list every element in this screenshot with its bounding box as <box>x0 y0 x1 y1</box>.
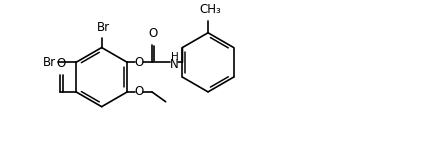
Text: O: O <box>57 57 66 70</box>
Text: O: O <box>135 85 144 98</box>
Text: CH₃: CH₃ <box>199 3 221 16</box>
Text: H: H <box>171 52 178 62</box>
Text: Br: Br <box>97 21 110 34</box>
Text: Br: Br <box>43 56 56 69</box>
Text: O: O <box>135 56 144 69</box>
Text: N: N <box>170 58 179 71</box>
Text: O: O <box>148 27 158 40</box>
